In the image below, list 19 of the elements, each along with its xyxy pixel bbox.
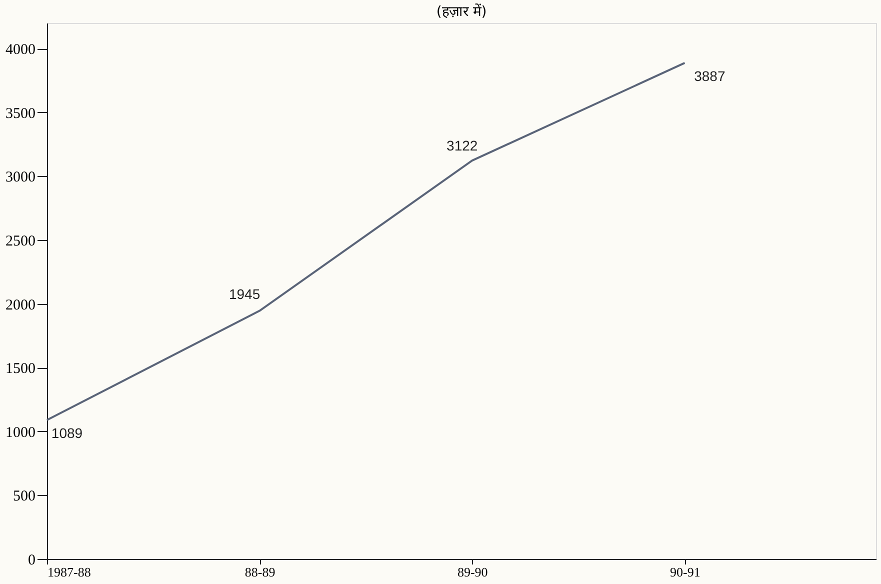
x-tick-label: 1987-88	[48, 564, 91, 580]
y-tick-label: 0	[28, 552, 36, 568]
data-label: 1945	[228, 286, 260, 302]
x-tick-label: 90-91	[670, 564, 700, 580]
y-tick-label: 2500	[6, 233, 36, 250]
data-label: 1089	[51, 425, 83, 442]
y-tick-label: 4000	[6, 42, 36, 58]
x-tick-label: 89-90	[457, 564, 488, 580]
x-tick-label: 88-89	[244, 564, 276, 580]
y-tick-label: 3000	[6, 170, 36, 186]
y-tick-label: 3500	[6, 106, 36, 122]
data-label: 3122	[446, 138, 478, 154]
data-label: 3887	[694, 68, 726, 84]
y-tick-label: 2000	[6, 297, 36, 314]
y-tick-label: 1500	[6, 361, 36, 378]
line-series	[46, 62, 686, 422]
y-tick-label: 500	[13, 488, 36, 505]
y-tick-label: 1000	[6, 424, 36, 441]
chart-title: (हज़ार में)	[436, 3, 487, 20]
